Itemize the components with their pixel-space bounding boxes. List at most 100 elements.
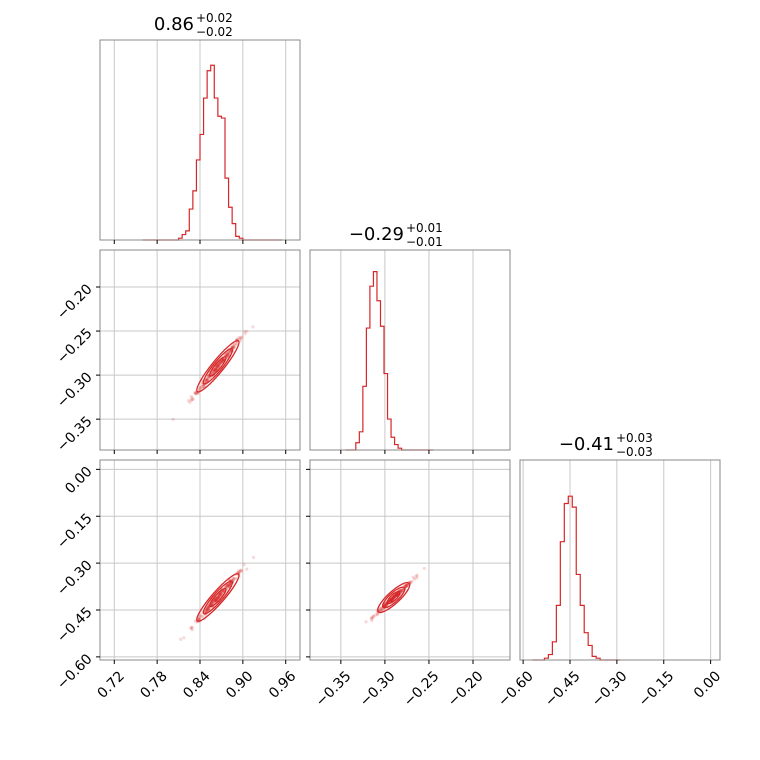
scatter-panel-0-1-point-42 [194,392,198,396]
scatter-panel-0-1-point-26 [217,362,221,366]
scatter-panel-0-1-point-32 [204,377,209,381]
scatter-panel-0-2-point-168 [216,596,221,600]
scatter-panel-0-2-point-134 [228,583,232,587]
scatter-panel-1-2-point-23 [379,607,383,611]
scatter-panel-0-2-point-125 [222,589,226,593]
hist-panel-2-title: −0.41 +0.03−0.03 [559,431,653,459]
scatter-panel-1-2-point-3 [370,616,374,620]
scatter-panel-0-1-point-54 [219,363,223,367]
hist-panel-1-hist-line [345,271,434,451]
scatter-panel-0-2-point-177 [217,592,221,597]
scatter-panel-1-2-point-135 [391,594,396,598]
scatter-panel-0-2-point-24 [179,637,183,642]
scatter-panel-1-2-contour-1 [381,586,406,609]
scatter-panel-0-1-point-102 [232,345,237,349]
scatter-panel-0-1-point-56 [226,353,230,357]
hist-panel-1-title: −0.29 +0.01−0.01 [349,221,443,249]
scatter-panel-1-2-point-134 [390,598,394,602]
scatter-panel-0-2-point-115 [204,609,209,613]
scatter-panel-1-2-point-48 [373,613,377,617]
scatter-panel-1-2-point-141 [394,593,399,597]
scatter-panel-1-2-point-79 [379,606,383,610]
scatter-panel-0-2-point-151 [200,614,205,618]
scatter-panel-0-1-point-49 [205,378,209,383]
scatter-panel-0-1-point-149 [218,361,223,365]
scatter-panel-0-2-point-85 [222,589,226,593]
scatter-panel-0-2-point-206 [213,599,218,603]
scatter-panel-1-2-point-25 [364,620,368,624]
scatter-panel-0-1-point-123 [198,386,202,390]
scatter-panel-1-2-point-191 [384,604,388,608]
scatter-panel-0-1-point-162 [216,364,220,368]
scatter-panel-1-2-point-76 [391,597,395,602]
axis-bottom-2-xlabel-1: −0.45 [542,668,584,710]
scatter-panel-1-2-point-88 [369,616,373,620]
scatter-panel-1-2-point-19 [383,604,387,608]
scatter-panel-0-1-point-148 [218,361,222,365]
scatter-panel-0-1-scatter [171,325,255,421]
scatter-panel-0-1-point-41 [213,368,218,372]
scatter-panel-1-2-point-207 [390,597,394,601]
scatter-panel-0-1-point-197 [214,367,219,371]
scatter-panel-0-2-point-181 [211,601,215,606]
scatter-panel-0-2-point-107 [215,596,220,600]
scatter-panel-1-2-point-129 [394,593,399,598]
scatter-panel-1-2-point-128 [389,597,393,601]
scatter-panel-1-2-point-131 [411,575,415,579]
axis-left-2-ylabel-3: −0.15 [54,511,96,553]
scatter-panel-1-2-point-140 [404,584,408,588]
scatter-panel-0-1-point-159 [188,400,192,404]
scatter-panel-0-2-point-200 [227,585,231,589]
scatter-panel-1-2-point-152 [392,595,396,599]
scatter-panel-1-2-point-215 [380,608,384,612]
scatter-panel-0-1-point-113 [240,335,244,339]
scatter-panel-0-1-point-51 [211,370,215,374]
scatter-panel-0-1-point-28 [200,386,204,390]
scatter-panel-1-2-point-109 [400,588,404,592]
scatter-panel-0-1-point-53 [189,395,193,399]
hist-panel-1-title-value: −0.29 [349,224,404,245]
scatter-panel-1-2-point-132 [391,596,395,600]
scatter-panel-0-1-point-174 [217,362,221,367]
hist-panel-1-title-plus: +0.01 [406,221,443,235]
axis-left-2-ylabel-2: −0.30 [54,557,96,599]
scatter-panel-1-2-point-93 [394,593,399,597]
scatter-panel-1-2-point-70 [404,584,408,589]
scatter-panel-0-1-point-187 [226,351,230,355]
scatter-panel-1-2-point-37 [392,595,396,599]
scatter-panel-0-2-point-37 [190,625,194,629]
scatter-panel-0-2-point-3 [251,555,256,560]
scatter-panel-0-1-point-218 [243,330,247,334]
axis-bottom-1-xlabel-0: −0.35 [313,668,355,710]
scatter-panel-0-1-point-208 [204,379,208,383]
scatter-panel-0-1-point-173 [215,364,219,368]
axis-bottom-0-xlabel-1: 0.78 [137,668,170,701]
scatter-panel-0-2-point-93 [228,583,232,587]
scatter-panel-0-1-point-2 [221,359,225,363]
scatter-panel-1-2-point-114 [380,608,384,612]
scatter-panel-0-2-point-105 [219,591,223,595]
scatter-panel-1-2-point-126 [406,583,410,587]
scatter-panel-0-1-point-150 [212,369,216,374]
scatter-panel-0-1-point-213 [215,363,220,367]
hist-panel-1-histogram [345,271,434,451]
hist-panel-0-bin-15 [214,98,218,240]
axis-bottom-1-xlabel-3: −0.20 [445,668,487,710]
scatter-panel-0-1-point-115 [196,392,200,396]
scatter-panel-0-2-point-187 [226,584,231,588]
scatter-panel-0-1-point-216 [221,357,226,361]
scatter-panel-0-2-contour-2 [196,573,240,622]
scatter-panel-0-2-point-190 [227,583,231,587]
scatter-panel-1-2-point-190 [389,597,393,601]
hist-panel-0-title: 0.86 +0.02−0.02 [154,11,233,39]
axis-bottom-1-xlabel-1: −0.30 [357,668,399,710]
scatter-panel-0-2-point-215 [206,608,211,612]
scatter-panel-0-1-point-91 [214,364,219,368]
scatter-panel-0-2-point-191 [232,576,236,581]
scatter-panel-0-2-point-36 [221,590,225,594]
scatter-panel-0-1-point-63 [228,350,232,354]
scatter-panel-1-2-point-172 [389,597,393,601]
axis-bottom-1-xlabel-2: −0.25 [401,668,443,710]
scatter-panel-0-2-point-54 [203,609,207,613]
